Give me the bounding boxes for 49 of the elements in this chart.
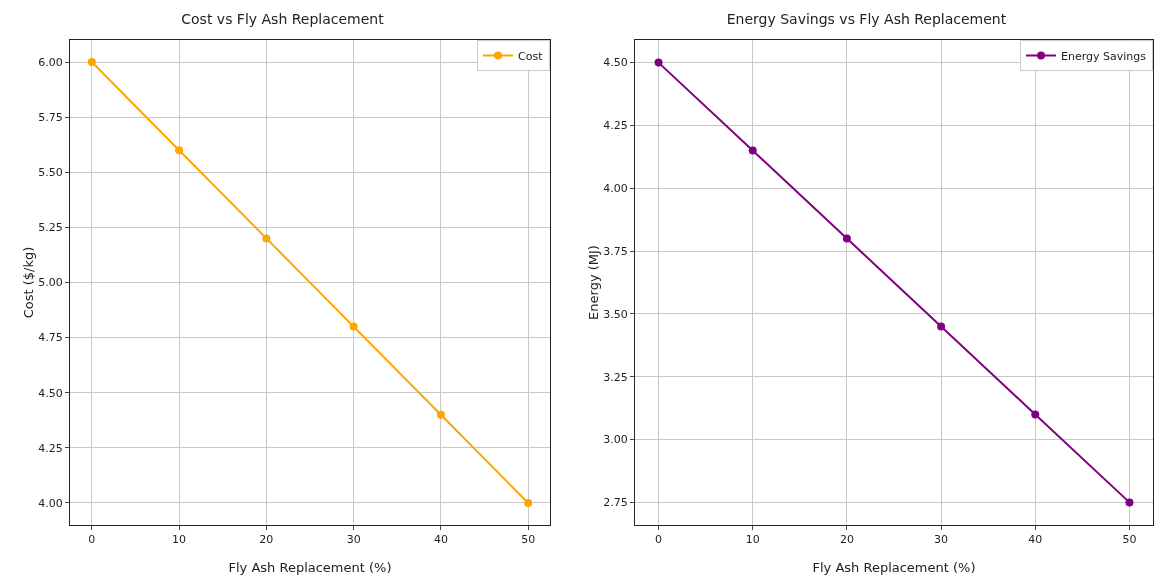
point	[1125, 498, 1134, 507]
y-tick-label: 4.00	[38, 496, 63, 510]
y-tick-label: 5.50	[38, 166, 63, 180]
point	[1031, 410, 1040, 419]
point	[842, 234, 851, 243]
x-axis-title: Fly Ash Replacement (%)	[228, 560, 392, 575]
point	[436, 410, 445, 419]
legend-label: Energy Savings	[1061, 49, 1147, 63]
y-axis-title: Cost ($/kg)	[21, 246, 37, 319]
point	[262, 234, 271, 243]
y-tick-label: 5.75	[38, 111, 63, 125]
y-tick-label: 3.25	[603, 370, 628, 384]
x-tick-label: 0	[88, 533, 96, 547]
y-tick-label: 4.25	[603, 119, 628, 133]
y-tick-label: 5.25	[38, 221, 63, 235]
point	[654, 58, 663, 67]
x-tick-label: 40	[1028, 533, 1043, 547]
y-tick-label: 3.50	[603, 307, 628, 321]
y-tick-label: 3.75	[603, 244, 628, 258]
y-tick-label: 2.75	[603, 496, 628, 510]
y-tick-label: 4.50	[603, 56, 628, 70]
y-tick-label: 4.00	[603, 182, 628, 196]
point	[175, 146, 184, 155]
x-tick-label: 30	[346, 533, 361, 547]
x-tick-label: 30	[934, 533, 949, 547]
x-axis-title: Fly Ash Replacement (%)	[812, 560, 976, 575]
y-tick-label: 3.00	[603, 433, 628, 447]
point	[748, 146, 757, 155]
x-tick-label: 20	[259, 533, 274, 547]
legend-label: Cost	[518, 49, 544, 63]
x-tick-label: 40	[433, 533, 448, 547]
y-axis-title: Energy (MJ)	[586, 245, 602, 320]
chart-title: Cost vs Fly Ash Replacement	[181, 11, 385, 28]
point	[524, 498, 533, 507]
y-tick-label: 5.00	[38, 276, 63, 290]
point	[87, 58, 96, 67]
x-tick-label: 10	[745, 533, 760, 547]
x-tick-label: 0	[655, 533, 663, 547]
y-tick-label: 4.50	[38, 386, 63, 400]
point	[349, 322, 358, 331]
y-tick-label: 6.00	[38, 55, 63, 69]
y-tick-label: 4.75	[38, 331, 63, 345]
chart-title: Energy Savings vs Fly Ash Replacement	[726, 11, 1007, 28]
x-tick-label: 10	[172, 533, 187, 547]
x-tick-label: 20	[839, 533, 854, 547]
x-tick-label: 50	[521, 533, 536, 547]
y-tick-label: 4.25	[38, 441, 63, 455]
point	[937, 322, 946, 331]
x-tick-label: 50	[1122, 533, 1137, 547]
